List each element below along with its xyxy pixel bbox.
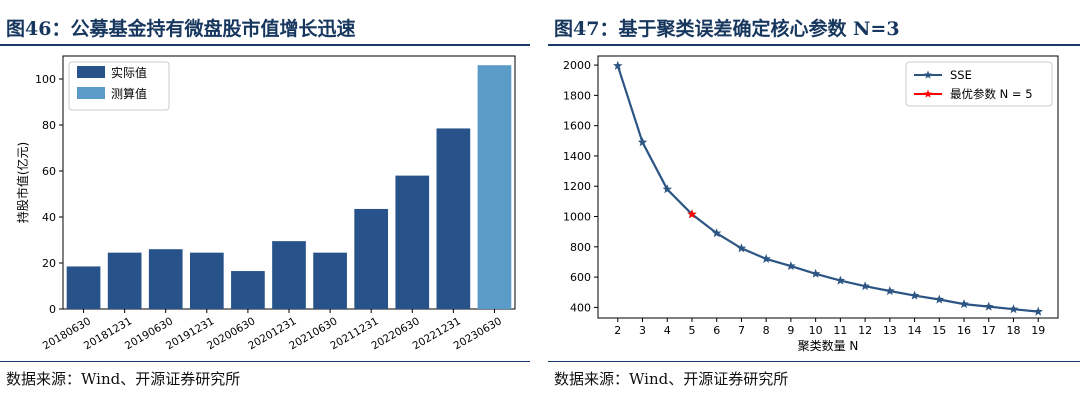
y-tick-label: 1400 (563, 150, 591, 163)
bar (477, 65, 512, 309)
legend-label: 测算值 (111, 86, 147, 101)
optimal-point (687, 209, 697, 219)
y-tick-label: 100 (35, 73, 56, 86)
x-tick-label: 11 (833, 324, 847, 337)
sse-point (1033, 306, 1043, 316)
bar (231, 271, 265, 309)
right-source-rule (548, 361, 1080, 362)
sse-point (786, 261, 796, 271)
bar (354, 208, 389, 309)
x-tick-label: 19 (1031, 324, 1045, 337)
x-tick-label: 6 (713, 324, 720, 337)
right-figure-panel: 图47：基于聚类误差确定核心参数 N=3 400 600 800 1000 1200 14… (548, 0, 1080, 405)
bar (66, 266, 101, 309)
x-tick-label: 17 (982, 324, 996, 337)
y-tick-label: 2000 (563, 59, 591, 72)
x-tick-label: 13 (883, 324, 897, 337)
legend-marker (923, 89, 933, 98)
x-tick-label: 4 (664, 324, 671, 337)
right-figure-title: 图47：基于聚类误差确定核心参数 N=3 (554, 18, 900, 40)
y-tick-label: 0 (49, 303, 56, 316)
legend-label: SSE (950, 68, 972, 82)
x-tick-label: 8 (763, 324, 770, 337)
sse-point (885, 286, 895, 296)
y-tick-label: 400 (570, 301, 591, 314)
left-source-rule (0, 361, 530, 362)
sse-point (959, 299, 969, 309)
legend-marker (923, 70, 933, 79)
left-title-rule (0, 44, 530, 46)
bar-chart: 0204060801002018063020181231201906302019… (15, 55, 516, 352)
sse-point (860, 281, 870, 291)
bar (436, 128, 471, 309)
x-axis-label: 聚类数量 N (798, 338, 859, 353)
legend-swatch (77, 66, 105, 78)
x-tick-label: 5 (688, 324, 695, 337)
bar (272, 241, 306, 309)
y-tick-label: 20 (42, 257, 56, 270)
right-title-rule (548, 44, 1080, 46)
legend-swatch (77, 87, 105, 99)
x-tick-label: 3 (639, 324, 646, 337)
y-tick-label: 80 (42, 119, 56, 132)
legend-box (905, 61, 1053, 107)
y-tick-label: 40 (42, 211, 56, 224)
sse-point (761, 253, 771, 263)
sse-point (736, 243, 747, 253)
left-figure-panel: 图46：公募基金持有微盘股市值增长迅速 0 20 40 60 80 100 20180630… (0, 0, 530, 405)
y-axis-label: 持股市值(亿元) (15, 142, 30, 223)
bar (189, 252, 224, 309)
y-tick-label: 60 (42, 165, 56, 178)
right-source-note: 数据来源：Wind、开源证券研究所 (554, 370, 789, 388)
y-tick-label: 1200 (563, 180, 591, 193)
sse-point (984, 301, 994, 311)
y-tick-label: 600 (570, 271, 591, 284)
x-tick-label: 10 (809, 324, 823, 337)
bar (148, 249, 183, 309)
y-tick-label: 800 (570, 241, 591, 254)
y-tick-label: 1000 (563, 211, 591, 224)
bar (313, 252, 347, 309)
y-tick-label: 1800 (563, 89, 591, 102)
bar (395, 175, 430, 309)
bar (107, 252, 142, 309)
left-source-note: 数据来源：Wind、开源证券研究所 (6, 370, 241, 388)
sse-point (810, 268, 821, 278)
x-tick-label: 7 (738, 324, 745, 337)
x-tick-label: 9 (787, 324, 794, 337)
x-tick-label: 2 (614, 324, 621, 337)
sse-point (835, 275, 846, 285)
sse-line (616, 65, 1039, 313)
legend-label: 最优参数 N = 5 (950, 87, 1033, 101)
x-tick-label: 16 (957, 324, 971, 337)
sse-point (613, 60, 623, 70)
x-tick-label: 14 (908, 324, 922, 337)
x-tick-label: 12 (858, 324, 872, 337)
left-figure-title: 图46：公募基金持有微盘股市值增长迅速 (6, 18, 356, 40)
sse-point (909, 290, 920, 300)
x-tick-label: 15 (932, 324, 946, 337)
sse-point (712, 228, 722, 238)
x-tick-label: 18 (1006, 324, 1020, 337)
sse-point (934, 294, 944, 304)
legend: SSE 最优参数 N = 5 (905, 61, 1053, 107)
sse-point (637, 137, 648, 147)
line-chart: 400 600 800 1000 1200 1400 1600 1800 2000 2 3 4 5 6 7 8… (563, 55, 1059, 353)
y-tick-label: 1600 (563, 120, 591, 133)
sse-point (662, 184, 672, 194)
sse-point (1008, 304, 1019, 314)
legend-label: 实际值 (111, 65, 147, 80)
